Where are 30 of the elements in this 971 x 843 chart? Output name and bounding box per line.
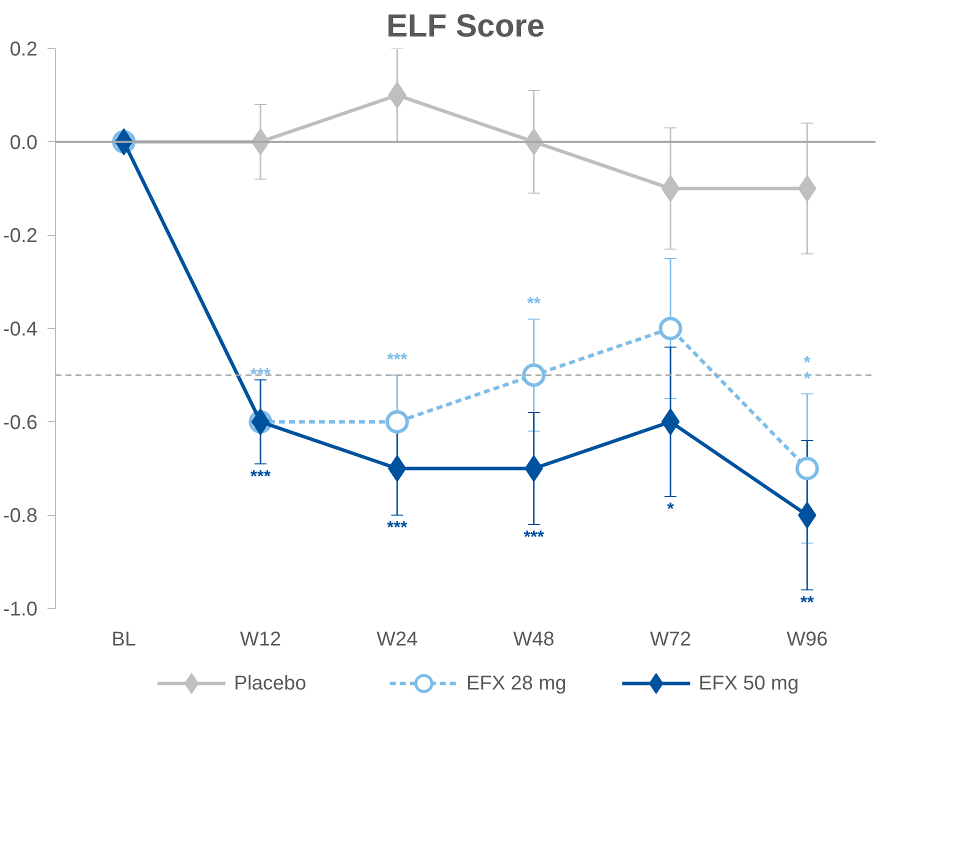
- y-tick-label: -1.0: [3, 598, 38, 620]
- annotation: **: [527, 293, 541, 314]
- y-tick-label: 0.0: [10, 132, 38, 154]
- x-tick-label: W24: [376, 628, 418, 650]
- annotation: **: [800, 592, 814, 612]
- x-tick-label: W96: [786, 628, 828, 650]
- annotation: ***: [524, 526, 544, 546]
- point: [522, 363, 546, 387]
- legend-label: EFX 28 mg: [466, 672, 566, 694]
- annotation: *: [667, 498, 674, 518]
- x-tick-label: W72: [650, 628, 692, 650]
- x-tick-label: BL: [112, 628, 136, 650]
- point: [385, 410, 409, 434]
- y-tick-label: 0.2: [10, 38, 38, 60]
- x-tick-label: W12: [240, 628, 282, 650]
- y-tick-label: -0.6: [3, 412, 38, 434]
- point: [661, 175, 680, 202]
- y-tick-label: -0.8: [3, 505, 38, 528]
- x-tick-label: W48: [513, 628, 554, 650]
- annotation: ***: [387, 517, 408, 538]
- annotation: ***: [387, 349, 408, 370]
- legend-label: EFX 50 mg: [698, 672, 799, 694]
- annotation: ***: [250, 364, 271, 384]
- y-tick-label: -0.2: [3, 225, 38, 248]
- legend-label: Placebo: [234, 672, 306, 694]
- chart-title: ELF Score: [386, 8, 545, 44]
- point: [658, 316, 682, 340]
- annotation: ***: [250, 466, 271, 486]
- y-tick-label: -0.4: [3, 318, 38, 340]
- point: [795, 456, 819, 480]
